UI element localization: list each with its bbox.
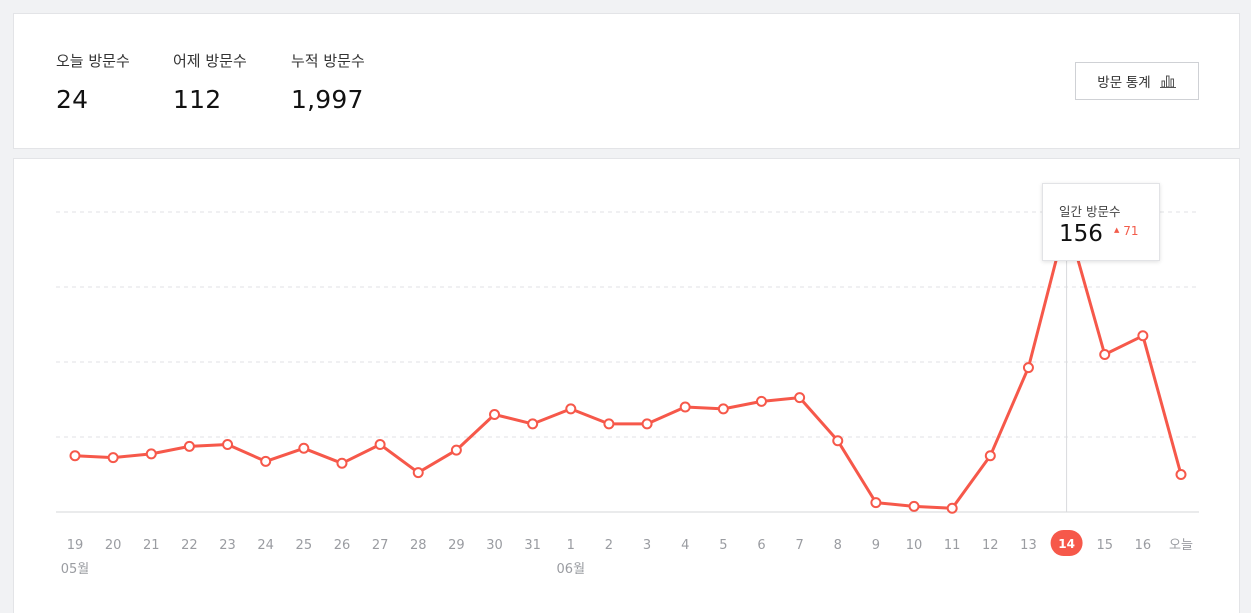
x-tick-label[interactable]: 26: [334, 538, 351, 553]
x-tick-label[interactable]: 22: [181, 538, 198, 553]
x-tick-label[interactable]: 16: [1135, 538, 1152, 553]
x-tick-label[interactable]: 오늘: [1169, 538, 1193, 553]
data-point[interactable]: [603, 418, 615, 430]
data-point[interactable]: [794, 392, 806, 404]
x-month-label: 06월: [557, 562, 586, 577]
data-point[interactable]: [946, 502, 958, 514]
tooltip-label: 일간 방문수: [1059, 204, 1121, 219]
data-point[interactable]: [565, 403, 577, 415]
data-point[interactable]: [984, 450, 996, 462]
x-tick-label[interactable]: 7: [795, 538, 803, 553]
today-visits-label: 오늘 방문수: [56, 52, 130, 70]
x-tick-label[interactable]: 31: [524, 538, 541, 553]
visit-stats-button-label: 방문 통계: [1097, 75, 1151, 90]
increase-arrow-icon: ▲: [1114, 226, 1120, 234]
active-date-badge: [1050, 530, 1083, 556]
data-point[interactable]: [336, 457, 348, 469]
x-tick-label[interactable]: 24: [257, 538, 274, 553]
visit-stats-button[interactable]: 방문 통계: [1075, 62, 1199, 100]
data-point[interactable]: [679, 401, 691, 413]
data-point[interactable]: [1137, 330, 1149, 342]
data-point[interactable]: [717, 403, 729, 415]
data-point[interactable]: [69, 450, 81, 462]
x-month-label: 05월: [61, 562, 90, 577]
yesterday-visits-value: 112: [173, 85, 222, 114]
data-point[interactable]: [145, 448, 157, 460]
x-tick-label[interactable]: 12: [982, 538, 999, 553]
x-tick-label[interactable]: 2: [605, 538, 613, 553]
x-tick-label[interactable]: 19: [67, 538, 84, 553]
x-tick-label[interactable]: 20: [105, 538, 122, 553]
data-point[interactable]: [450, 444, 462, 456]
data-point[interactable]: [527, 418, 539, 430]
x-tick-label[interactable]: 10: [906, 538, 923, 553]
total-visits-label: 누적 방문수: [291, 52, 365, 70]
x-tick-label[interactable]: 29: [448, 538, 465, 553]
x-tick-label[interactable]: 3: [643, 538, 651, 553]
x-tick-label[interactable]: 9: [872, 538, 880, 553]
tooltip-delta: ▲ 71: [1114, 224, 1139, 238]
data-point[interactable]: [374, 439, 386, 450]
daily-visits-tooltip: 일간 방문수 156 ▲ 71: [1042, 183, 1160, 261]
x-tick-label[interactable]: 23: [219, 538, 236, 553]
yesterday-visits-label: 어제 방문수: [173, 52, 247, 70]
data-point[interactable]: [1175, 469, 1187, 480]
x-tick-label[interactable]: 8: [834, 538, 842, 553]
data-point[interactable]: [489, 409, 501, 420]
data-point[interactable]: [908, 500, 920, 512]
x-tick-label[interactable]: 4: [681, 538, 689, 553]
x-tick-label[interactable]: 11: [944, 538, 961, 553]
daily-visits-chart-panel: [13, 158, 1240, 613]
today-visits: 오늘 방문수 24: [56, 50, 130, 114]
data-point[interactable]: [755, 395, 767, 407]
total-visits: 누적 방문수 1,997: [291, 50, 365, 114]
data-point[interactable]: [641, 418, 653, 430]
visit-summary-panel: 오늘 방문수 24 어제 방문수 112 누적 방문수 1,997 방문 통계: [13, 13, 1240, 149]
x-tick-label[interactable]: 28: [410, 538, 427, 553]
data-point[interactable]: [1022, 362, 1034, 374]
x-tick-label[interactable]: 27: [372, 538, 389, 553]
total-visits-value: 1,997: [291, 85, 364, 114]
x-tick-label[interactable]: 25: [296, 538, 313, 553]
data-point[interactable]: [183, 440, 195, 452]
visits-series-line: [74, 218, 1183, 510]
data-point[interactable]: [832, 435, 844, 447]
data-point[interactable]: [412, 467, 424, 479]
data-point[interactable]: [870, 497, 882, 509]
x-tick-label[interactable]: 6: [757, 538, 765, 553]
x-tick-label-active[interactable]: 14: [1058, 537, 1075, 551]
data-point[interactable]: [298, 442, 310, 454]
data-point[interactable]: [260, 455, 272, 467]
data-point[interactable]: [222, 439, 234, 450]
tooltip-delta-value: 71: [1123, 224, 1139, 238]
data-point[interactable]: [1099, 349, 1111, 360]
x-tick-label[interactable]: 1: [567, 538, 575, 553]
x-tick-label[interactable]: 5: [719, 538, 727, 553]
yesterday-visits: 어제 방문수 112: [173, 50, 247, 114]
tooltip-value: 156: [1059, 221, 1103, 247]
today-visits-value: 24: [56, 85, 89, 114]
x-tick-label[interactable]: 13: [1020, 538, 1037, 553]
x-tick-label[interactable]: 30: [486, 538, 503, 553]
x-tick-label[interactable]: 21: [143, 538, 160, 553]
data-point[interactable]: [107, 452, 119, 464]
bar-chart-icon: [1159, 74, 1177, 88]
x-tick-label[interactable]: 15: [1096, 538, 1113, 553]
